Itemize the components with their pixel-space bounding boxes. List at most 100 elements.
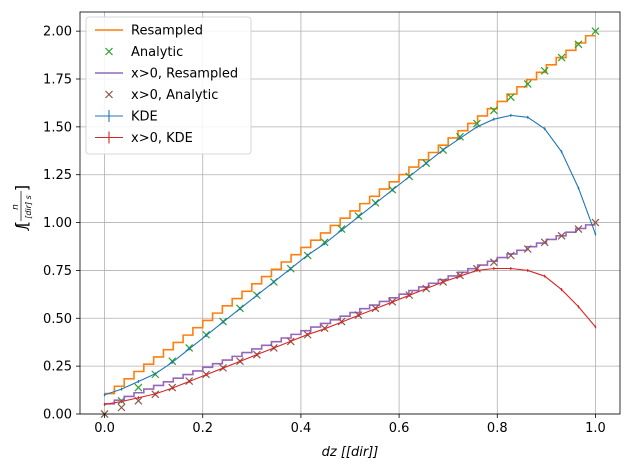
series-kde-point — [323, 242, 326, 245]
legend: Resampled Analytic x>0, Resampled x>0, Anal… — [85, 16, 252, 155]
series-analytic-marker — [574, 40, 583, 49]
series-kde-point — [272, 281, 275, 283]
series-kde-point — [222, 321, 224, 324]
series-x-pos-analytic-marker — [591, 218, 600, 227]
series-kde-point — [526, 116, 529, 119]
y-tick-label: 0.75 — [43, 264, 72, 279]
y-label-denominator: [dir] s — [24, 195, 33, 219]
series-x-pos-kde-point — [171, 387, 174, 390]
series-x-pos-kde-point — [526, 269, 529, 272]
series-kde-point — [492, 118, 495, 121]
x-tick-label: 1.0 — [585, 421, 606, 436]
y-label-bracket-open: [ — [12, 221, 31, 227]
grid — [80, 12, 620, 415]
x-tick-label: 0.6 — [389, 421, 410, 436]
series-x-pos-kde-point — [289, 340, 292, 343]
series-analytic-marker — [134, 383, 143, 392]
series-x-pos-kde-point — [222, 367, 224, 369]
series-x-pos-analytic-marker — [506, 251, 515, 260]
series-kde-line — [104, 114, 596, 396]
series-x-pos-kde-point — [374, 307, 377, 310]
series-x-pos-kde-point — [425, 287, 428, 290]
series-x-pos-kde-point — [306, 333, 309, 336]
series-kde-point — [239, 307, 241, 310]
legend-label-kde: KDE — [131, 110, 158, 125]
series-kde-point — [340, 229, 343, 232]
series-kde-point — [306, 254, 309, 257]
series-kde-point — [459, 137, 461, 140]
series-kde-point — [442, 148, 445, 151]
series-analytic-marker — [591, 27, 600, 36]
axis-ticks: 0.0 0.2 0.4 0.6 0.8 1.0 0.00 0.25 0.50 0.75 1.00 1.… — [43, 25, 606, 436]
series-x-pos-kde-point — [509, 267, 512, 270]
series-x-pos-kde-point — [492, 267, 495, 270]
series-x-pos-kde-point — [340, 321, 343, 324]
series-x-pos-kde-point — [205, 373, 208, 376]
series-x-pos-kde-point — [103, 403, 106, 406]
series-x-pos-kde-point — [357, 314, 360, 317]
y-label-symbol: J — [15, 225, 30, 232]
series-kde-point — [509, 114, 512, 117]
series-x-pos-kde-point — [137, 396, 140, 399]
y-label-numerator: n — [11, 204, 21, 210]
series-x-pos-kde-point — [154, 393, 157, 395]
legend-swatch-x-pos-analytic — [105, 90, 113, 99]
series-x-pos-kde-point — [239, 360, 241, 363]
plot-area — [100, 27, 600, 418]
legend-label-resampled: Resampled — [131, 24, 203, 39]
series-kde-point — [137, 380, 140, 383]
axes-frame — [79, 11, 621, 415]
series-kde-point — [374, 202, 377, 205]
y-tick-label: 0.25 — [43, 360, 72, 375]
series-resampled-step — [104, 34, 596, 395]
series-kde-point — [154, 372, 157, 375]
series-x-pos-kde-point — [188, 380, 191, 383]
series-x-pos-kde-point — [391, 301, 394, 303]
series-x-pos-kde-point — [255, 353, 258, 356]
series-x-pos-kde-line — [104, 267, 596, 405]
series-kde-point — [408, 175, 411, 178]
y-tick-label: 1.50 — [43, 120, 72, 135]
x-axis-label: dz [[dir]] — [322, 445, 379, 460]
series-kde-point — [560, 150, 563, 153]
legend-label-x-pos-kde: x>0, KDE — [131, 131, 193, 146]
x-tick-label: 0.8 — [487, 421, 508, 436]
series-kde-point — [425, 162, 428, 165]
series-x-pos-kde-point — [594, 326, 597, 328]
legend-label-x-pos-analytic: x>0, Analytic — [131, 88, 218, 103]
series-x-pos-analytic-marker — [117, 403, 126, 412]
series-kde-point — [594, 233, 597, 235]
series-kde-point — [120, 388, 123, 391]
x-tick-label: 0.4 — [291, 421, 312, 436]
series-x-pos-kde-point — [476, 269, 478, 272]
y-axis-label: Jn [dir] s [] — [11, 185, 33, 232]
series-analytic-marker — [523, 80, 532, 88]
series-x-pos-kde-point — [120, 400, 123, 403]
series-x-pos-kde-point — [577, 305, 580, 308]
series-x-pos-kde-point — [442, 281, 445, 283]
series-kde-point — [289, 267, 292, 270]
legend-swatch-x-pos-kde — [95, 131, 123, 144]
series-x-pos-kde-point — [272, 347, 275, 349]
series-kde-point — [357, 215, 360, 218]
series-kde-point — [255, 294, 258, 297]
legend-swatch-analytic — [105, 47, 113, 56]
series-kde-point — [205, 334, 208, 337]
series-kde-point — [103, 393, 106, 396]
legend-swatch-kde — [95, 110, 123, 122]
series-x-pos-kde-point — [459, 275, 461, 278]
legend-box — [85, 16, 252, 155]
series-x-pos-analytic-marker — [574, 225, 583, 234]
series-analytic-marker — [540, 66, 549, 75]
series-kde-point — [543, 127, 546, 130]
y-tick-label: 1.00 — [43, 216, 72, 231]
y-tick-label: 0.00 — [43, 408, 72, 423]
series-kde-point — [476, 125, 478, 128]
x-tick-label: 0.0 — [94, 421, 115, 436]
legend-label-x-pos-resampled: x>0, Resampled — [131, 67, 238, 82]
legend-label-analytic: Analytic — [131, 45, 183, 60]
y-tick-label: 1.75 — [43, 73, 72, 88]
series-analytic-marker — [489, 106, 498, 115]
series-kde-point — [577, 187, 580, 190]
